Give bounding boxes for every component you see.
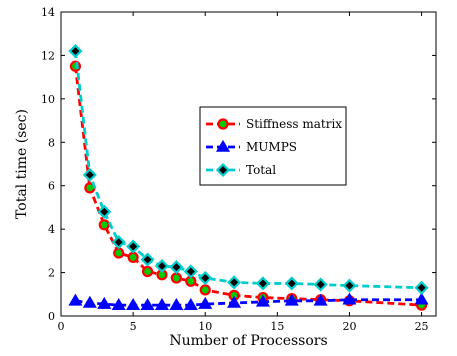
x-tick-label: 10 (198, 320, 212, 333)
data-point (169, 260, 184, 275)
data-point (82, 295, 97, 308)
series-2 (68, 292, 429, 310)
x-axis-label: Number of Processors (169, 333, 327, 349)
y-tick-label: 10 (41, 93, 55, 106)
data-point (255, 294, 270, 307)
y-tick-label: 14 (41, 6, 55, 19)
data-point (154, 297, 170, 310)
data-point (140, 252, 155, 267)
axis-ticks: 0 5 10 15 20 25 0 2 4 6 8 10 12 14 (41, 6, 436, 333)
x-tick-label: 5 (130, 320, 137, 333)
y-tick-label: 12 (41, 49, 55, 62)
data-point (255, 276, 270, 291)
data-point (199, 284, 211, 296)
data-point (111, 235, 126, 250)
legend-item: MUMPS (206, 139, 297, 154)
data-point (141, 265, 154, 278)
data-point (140, 297, 155, 310)
legend-label: MUMPS (246, 140, 297, 154)
y-axis-label: Total time (sec) (14, 109, 30, 219)
data-point (97, 296, 112, 309)
series-line (74, 66, 422, 307)
y-tick-label: 6 (48, 180, 55, 193)
legend-marker (215, 162, 231, 178)
legend-label: Total (246, 163, 276, 177)
data-point (170, 272, 182, 284)
x-tick-label: 15 (270, 320, 284, 333)
data-point (98, 219, 110, 231)
legend-label: Stiffness matrix (246, 117, 342, 131)
data-point (342, 278, 357, 293)
data-point (284, 293, 299, 306)
legend-marker (217, 118, 229, 130)
series-3 (68, 44, 429, 295)
data-point (127, 251, 139, 263)
series-line (74, 50, 422, 290)
y-tick-label: 8 (48, 136, 55, 149)
y-tick-label: 0 (48, 310, 55, 323)
data-point (414, 280, 429, 295)
series-line (75, 298, 422, 307)
y-tick-label: 4 (48, 223, 55, 236)
data-point (198, 270, 213, 286)
data-point (111, 297, 126, 310)
legend-item: Total (206, 162, 276, 178)
y-tick-label: 2 (48, 267, 55, 280)
data-point (154, 259, 170, 274)
x-tick-label: 20 (342, 320, 356, 333)
data-point (313, 277, 328, 292)
data-point (227, 295, 242, 308)
data-point (113, 247, 125, 259)
data-point (414, 292, 429, 305)
data-point (183, 264, 198, 279)
series-layer (68, 44, 429, 311)
data-point (342, 292, 357, 305)
legend-item: Stiffness matrix (206, 117, 342, 131)
x-tick-label: 0 (58, 320, 65, 333)
data-point (227, 275, 242, 290)
data-point (313, 293, 328, 306)
data-point (68, 293, 83, 306)
data-point (82, 167, 97, 182)
data-point (198, 296, 213, 309)
data-point (183, 297, 198, 310)
data-point (126, 239, 141, 254)
data-point (68, 44, 83, 59)
legend: Stiffness matrix MUMPS Total (199, 106, 347, 186)
data-point (126, 297, 141, 310)
data-point (284, 276, 299, 291)
x-tick-label: 25 (415, 320, 429, 333)
data-point (97, 204, 112, 219)
data-point (169, 297, 184, 310)
legend-marker (215, 139, 231, 152)
